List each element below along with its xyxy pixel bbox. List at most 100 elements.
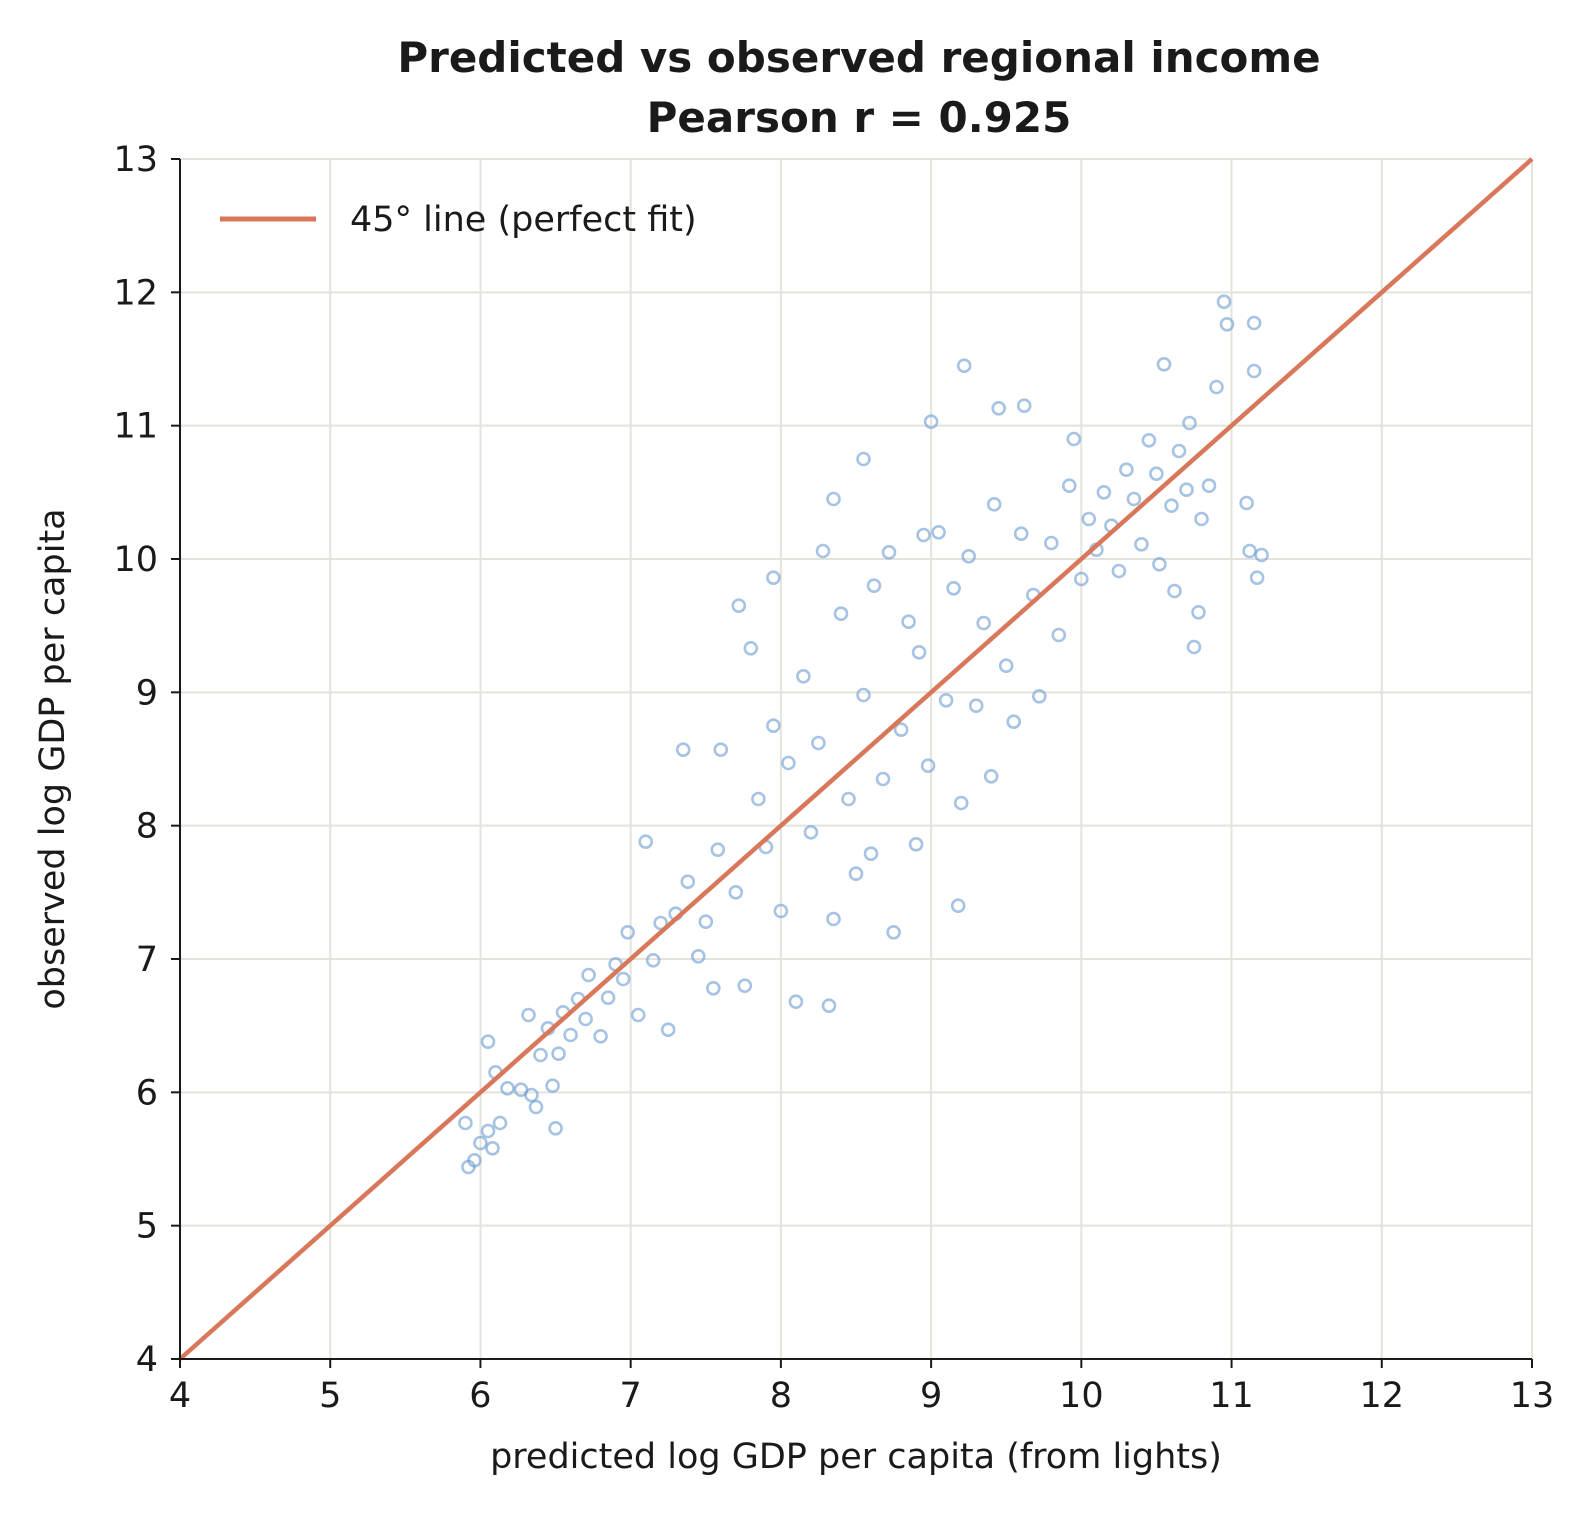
scatter-point xyxy=(875,771,891,787)
scatter-point xyxy=(953,795,969,811)
y-tick-label: 5 xyxy=(136,1207,158,1247)
scatter-point xyxy=(731,598,747,614)
x-tick-label: 8 xyxy=(770,1376,792,1416)
scatter-point xyxy=(1167,583,1182,599)
chart-subtitle: Pearson r = 0.925 xyxy=(647,93,1072,142)
scatter-point xyxy=(551,1046,566,1061)
scatter-point xyxy=(533,1047,548,1063)
scatter-point xyxy=(1254,547,1269,563)
scatter-point xyxy=(863,846,879,862)
scatter-point xyxy=(1219,316,1235,332)
scatter-point xyxy=(630,1007,646,1023)
scatter-point xyxy=(638,834,654,850)
scatter-point xyxy=(1182,415,1197,431)
scatter-point xyxy=(1111,563,1127,579)
chart-title: Predicted vs observed regional income xyxy=(397,33,1320,82)
scatter-point xyxy=(998,658,1014,674)
scatter-point xyxy=(698,914,714,930)
scatter-point xyxy=(492,1115,508,1131)
scatter-point xyxy=(803,824,819,840)
scatter-point xyxy=(653,915,669,931)
y-tick-label: 6 xyxy=(136,1073,158,1113)
y-tick-label: 4 xyxy=(136,1340,158,1380)
scatter-point xyxy=(881,544,897,560)
scatter-point xyxy=(1239,495,1254,511)
scatter-point xyxy=(856,687,871,703)
scatter-point xyxy=(1149,466,1164,482)
x-tick-label: 12 xyxy=(1360,1376,1405,1416)
scatter-point xyxy=(826,911,841,927)
scatter-point xyxy=(1191,604,1206,620)
scatter-point xyxy=(690,948,706,964)
scatter-point xyxy=(983,768,999,784)
scatter-point xyxy=(1119,462,1134,478)
scatter-point xyxy=(1141,432,1157,448)
scatter-point xyxy=(713,742,729,758)
scatter-point xyxy=(1246,363,1262,379)
scatter-point xyxy=(961,548,977,564)
scatter-point xyxy=(521,1007,536,1023)
scatter-point xyxy=(680,874,696,890)
scatter-point xyxy=(737,978,753,994)
scatter-point xyxy=(766,570,781,586)
scatter-point xyxy=(1074,571,1089,587)
scatter-point xyxy=(931,524,946,540)
scatter-point xyxy=(705,980,721,996)
scatter-point xyxy=(615,971,631,987)
scatter-point xyxy=(1044,535,1059,551)
scatter-point xyxy=(524,1087,539,1103)
scatter-point xyxy=(1164,498,1179,514)
y-tick-label: 13 xyxy=(113,140,158,180)
scatter-point xyxy=(528,1099,544,1115)
scatter-point xyxy=(1156,356,1172,372)
y-tick-label: 8 xyxy=(136,807,158,847)
scatter-point xyxy=(815,543,831,559)
scatter-point xyxy=(946,580,961,596)
scatter-point xyxy=(956,358,972,374)
scatter-point xyxy=(821,998,837,1014)
scatter-point xyxy=(593,1029,608,1044)
scatter-point xyxy=(480,1034,496,1049)
scatter-point xyxy=(1179,482,1194,498)
scatter-point xyxy=(796,668,811,684)
x-tick-label: 13 xyxy=(1510,1376,1555,1416)
scatter-point xyxy=(660,1022,676,1037)
scatter-point xyxy=(1216,294,1232,310)
scatter-point xyxy=(773,903,789,919)
scatter-point xyxy=(1016,398,1032,414)
scatter-point xyxy=(916,527,931,543)
scatter-point xyxy=(1249,570,1265,586)
scatter-point xyxy=(1152,556,1167,572)
scatter-point xyxy=(920,758,936,774)
scatter-point xyxy=(600,990,616,1006)
scatter-point xyxy=(548,1121,563,1136)
scatter-point xyxy=(856,451,871,467)
scatter-point xyxy=(728,884,744,900)
x-tick-label: 10 xyxy=(1059,1376,1104,1416)
scatter-points xyxy=(458,294,1269,1175)
scatter-point xyxy=(1066,431,1082,447)
reference-line xyxy=(178,157,1534,1361)
scatter-point xyxy=(1209,379,1224,395)
scatter-point xyxy=(1013,526,1029,542)
scatter-point xyxy=(811,735,826,751)
scatter-point xyxy=(1134,536,1149,552)
scatter-point xyxy=(485,1141,500,1156)
y-axis-ticks: 4 5 6 7 8 9 10 11 12 13 xyxy=(113,140,180,1380)
scatter-point xyxy=(1081,511,1097,527)
scatter-point xyxy=(743,640,759,656)
y-tick-label: 12 xyxy=(113,273,158,313)
scatter-point xyxy=(1096,484,1112,500)
scatter-point xyxy=(751,791,766,807)
scatter-point xyxy=(950,898,966,914)
x-tick-label: 4 xyxy=(169,1376,191,1416)
legend-label: 45° line (perfect fit) xyxy=(350,200,697,240)
scatter-point xyxy=(675,742,691,758)
scatter-point xyxy=(1032,688,1047,704)
scatter-point xyxy=(473,1135,488,1151)
scatter-point xyxy=(976,615,992,631)
y-axis-label: observed log GDP per capita xyxy=(33,508,73,1009)
scatter-point xyxy=(788,994,804,1010)
scatter-point xyxy=(1186,639,1202,655)
